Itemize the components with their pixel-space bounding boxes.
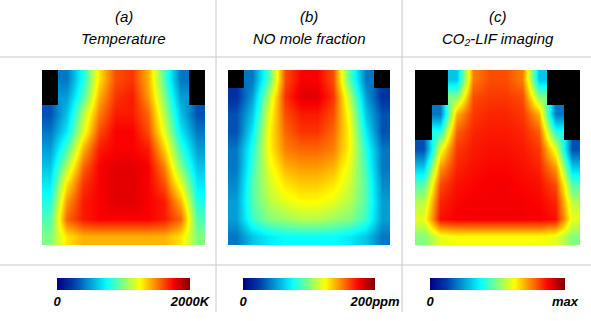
svg-text:Temperature: Temperature [81,30,166,47]
svg-text:0: 0 [239,294,247,309]
svg-text:(b): (b) [300,8,318,25]
svg-text:NO mole fraction: NO mole fraction [253,30,366,47]
svg-text:2000K: 2000K [170,294,211,309]
svg-text:max: max [552,294,579,309]
svg-text:CO₂-LIF imaging: CO₂-LIF imaging [442,30,554,47]
svg-text:(c): (c) [489,8,507,25]
svg-text:0: 0 [53,294,61,309]
svg-text:200ppm: 200ppm [349,294,400,309]
svg-text:(a): (a) [115,8,133,25]
svg-text:0: 0 [426,294,434,309]
